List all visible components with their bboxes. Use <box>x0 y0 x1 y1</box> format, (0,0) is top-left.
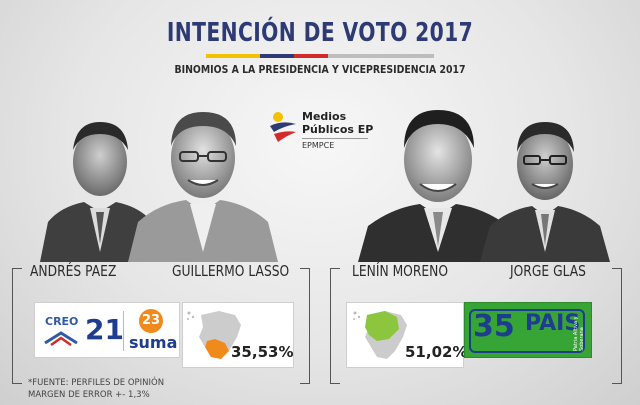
title-bar-red <box>294 54 328 58</box>
pais-number: 35 <box>473 309 515 344</box>
footnote-source: *FUENTE: PERFILES DE OPINIÓN <box>28 378 165 388</box>
ecuador-map-left-icon <box>187 311 241 359</box>
title-bar-gray <box>328 54 434 58</box>
right-bracket-start <box>330 268 340 384</box>
pais-logo-box <box>469 309 585 353</box>
creo-label: CREO <box>45 315 79 328</box>
creo-logo-icon <box>44 331 78 347</box>
suma-label: suma <box>129 333 178 352</box>
logo-swirl-icon <box>270 112 296 142</box>
portrait-jorge-glas <box>480 122 610 262</box>
name-andres-paez: ANDRÉS PAEZ <box>30 262 117 280</box>
logo-line1: Medios <box>302 110 347 123</box>
suma-number-badge: 23 <box>139 309 163 333</box>
ecuador-map-right-icon <box>353 311 407 359</box>
footnote-margin: MARGEN DE ERROR +- 1,3% <box>28 390 150 400</box>
alianza-pais-panel: 35 PAIS Patria Altiva y Soberana <box>464 302 592 358</box>
title-bar-blue <box>260 54 294 58</box>
left-percentage: 35,53% <box>231 343 294 361</box>
page-title: INTENCIÓN DE VOTO 2017 <box>166 18 474 48</box>
logo-line2: Públicos EP <box>302 123 374 136</box>
title-bar-yellow <box>206 54 260 58</box>
logo-divider <box>302 138 368 139</box>
portrait-guillermo-lasso <box>128 112 278 262</box>
left-result-panel: 35,53% <box>182 302 294 368</box>
portrait-lenin-moreno <box>358 110 518 262</box>
right-result-panel: 51,02% <box>346 302 468 368</box>
medios-publicos-logo: Medios Públicos EP EPMPCE <box>268 108 378 154</box>
right-percentage: 51,02% <box>405 343 468 361</box>
right-bracket-end <box>612 268 622 384</box>
creo-suma-divider <box>123 311 124 351</box>
name-jorge-glas: JORGE GLAS <box>510 262 586 280</box>
left-bracket-start <box>12 268 22 384</box>
name-guillermo-lasso: GUILLERMO LASSO <box>172 262 290 280</box>
name-lenin-moreno: LENÍN MORENO <box>352 262 449 280</box>
left-bracket-end <box>300 268 310 384</box>
creo-number: 21 <box>85 313 124 346</box>
party-logos-panel: CREO 21 23 suma <box>34 302 180 358</box>
page-subtitle: BINOMIOS A LA PRESIDENCIA Y VICEPRESIDEN… <box>174 63 466 76</box>
pais-slogan: Patria Altiva y Soberana <box>573 316 585 351</box>
portrait-andres-paez <box>40 122 160 262</box>
pais-name: PAIS <box>525 311 581 336</box>
logo-line3: EPMPCE <box>302 141 335 150</box>
